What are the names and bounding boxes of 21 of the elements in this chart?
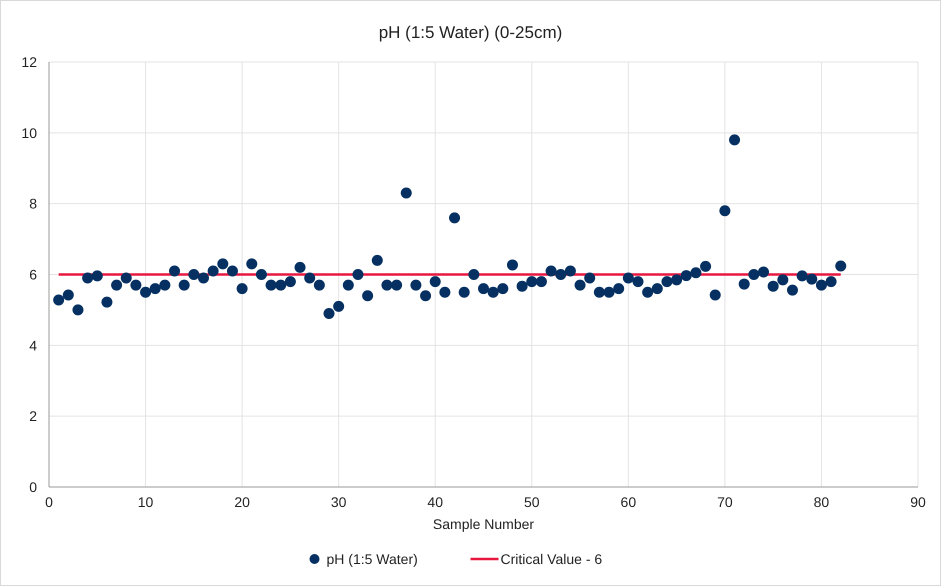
legend-label: pH (1:5 Water) [326, 551, 418, 567]
x-tick-label: 0 [45, 494, 54, 510]
x-tick-label: 70 [717, 494, 733, 510]
x-tick-label: 10 [138, 494, 154, 510]
x-tick-label: 40 [427, 494, 444, 510]
legend-label: Critical Value - 6 [500, 551, 602, 567]
x-tick-label: 90 [910, 494, 926, 510]
y-tick-label: 8 [29, 196, 38, 212]
x-tick-label: 20 [234, 494, 250, 510]
x-tick-label: 50 [524, 494, 540, 510]
y-tick-label: 4 [29, 337, 38, 354]
x-tick-label: 60 [620, 494, 636, 510]
x-tick-label: 80 [814, 494, 830, 510]
chart-title: pH (1:5 Water) (0-25cm) [378, 23, 562, 42]
y-tick-label: 10 [21, 124, 38, 141]
x-axis-title: Sample Number [432, 516, 534, 532]
y-tick-label: 12 [21, 54, 38, 70]
x-tick-label: 30 [330, 494, 347, 510]
y-tick-label: 6 [29, 266, 38, 282]
y-tick-label: 0 [29, 479, 38, 495]
y-tick-label: 2 [29, 408, 38, 424]
